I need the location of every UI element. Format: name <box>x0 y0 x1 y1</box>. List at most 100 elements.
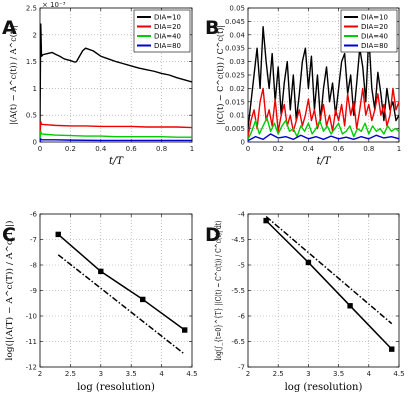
panel-c: 2 2.5 3 3.5 4 4.5 -12 -11 -10 -9 -8 -7 -6 log (resolu… <box>2 211 198 394</box>
y-tick-label: -4 <box>238 211 246 219</box>
panel-letter: A <box>2 17 17 39</box>
series-line-dia20 <box>40 120 192 137</box>
y-tick-label: -10 <box>26 313 37 321</box>
y-tick-label: -6 <box>30 211 38 219</box>
series-group <box>55 231 188 355</box>
x-tick-label: 4 <box>367 370 372 378</box>
y-tick-label: -6 <box>238 313 246 321</box>
x-tick-label: 2.5 <box>273 370 284 378</box>
panel-d: 2 2.5 3 3.5 4 4.5 -7 -6.5 -6 -5.5 -5 -4.5 -4 log (res… <box>205 211 405 394</box>
y-tick-label: 0.05 <box>229 5 245 13</box>
data-point-marker <box>305 259 312 266</box>
x-tick-label: 0.6 <box>126 145 138 153</box>
series-group <box>40 23 192 142</box>
y-tick-label: 0.01 <box>229 112 245 120</box>
legend-label: DIA=20 <box>154 23 181 31</box>
data-point-marker <box>98 268 104 275</box>
y-tick-label: 0.5 <box>26 112 37 120</box>
series-line-1 <box>57 254 186 355</box>
x-tick-label: 4 <box>159 370 164 378</box>
panel-letter: D <box>205 224 221 246</box>
series-line-dia40 <box>248 117 399 140</box>
x-tick-label: 3.5 <box>333 370 344 378</box>
y-tick-label: 0 <box>241 139 245 147</box>
legend-label: DIA=40 <box>154 33 181 41</box>
series-line-dia80 <box>248 133 399 142</box>
x-tick-label: 2.5 <box>65 370 76 378</box>
grid <box>40 214 192 367</box>
legend-label: DIA=80 <box>154 42 181 50</box>
legend-label: DIA=80 <box>361 42 388 50</box>
y-axis-label: log(|(A(T) − A^c(T)) / A^c(T)|) <box>4 221 15 361</box>
x-tick-label: 4.5 <box>393 370 404 378</box>
legend-label: DIA=10 <box>361 14 388 22</box>
series-line-dia10 <box>40 23 192 126</box>
y-tick-label: -5.5 <box>231 287 245 295</box>
y-tick-label: -5 <box>238 262 245 270</box>
series-group <box>248 26 399 142</box>
data-point-marker <box>347 303 353 309</box>
x-axis-label: log (resolution) <box>285 382 363 393</box>
series-group <box>263 215 395 352</box>
legend-label: DIA=10 <box>154 14 181 22</box>
y-tick-label: 0.04 <box>229 31 245 39</box>
y-tick-label: -6.5 <box>231 338 245 346</box>
data-point-marker <box>55 231 61 238</box>
x-tick-label: 3 <box>306 370 310 378</box>
x-axis-label: log (resolution) <box>77 382 155 393</box>
y-axis-label: |(A(t) − A^c(t)) / A^c(t)| <box>8 25 19 125</box>
y-tick-label: 2 <box>33 31 37 39</box>
series-line-0 <box>57 233 186 331</box>
y-tick-label: 0.045 <box>225 18 245 26</box>
x-tick-label: 0 <box>246 145 250 153</box>
data-point-marker <box>182 327 188 333</box>
data-point-marker <box>140 296 146 303</box>
y-exponent-label: × 10⁻³ <box>42 1 66 9</box>
x-axis-label: t/T <box>316 156 331 167</box>
y-tick-label: 0.03 <box>229 58 245 66</box>
y-tick-label: 0.015 <box>225 98 245 106</box>
x-tick-label: 3 <box>99 370 103 378</box>
x-tick-label: 0.4 <box>95 145 107 153</box>
x-tick-label: 3.5 <box>126 370 137 378</box>
series-line-0 <box>265 220 393 350</box>
y-tick-label: 0.005 <box>225 125 245 133</box>
y-tick-label: 1 <box>33 85 37 93</box>
data-point-marker <box>263 217 269 224</box>
series-line-dia80 <box>40 138 192 142</box>
x-tick-label: 2 <box>38 370 42 378</box>
x-tick-label: 0.8 <box>156 145 167 153</box>
series-line-dia20 <box>248 87 399 137</box>
series-line-dia10 <box>248 26 399 129</box>
x-tick-label: 0.6 <box>333 145 345 153</box>
y-tick-label: 1.5 <box>26 58 37 66</box>
series-line-1 <box>265 215 393 325</box>
y-tick-label: -7 <box>238 364 245 372</box>
y-tick-label: -4.5 <box>231 236 245 244</box>
y-tick-label: 0.025 <box>225 72 245 80</box>
y-tick-label: -8 <box>30 262 37 270</box>
x-tick-label: 0.2 <box>65 145 76 153</box>
panel-a: 0 0.2 0.4 0.6 0.8 1 0 0.5 1 1.5 2 2.5 × 10⁻³ t/T |(A(t… <box>2 1 194 167</box>
x-tick-label: 0.8 <box>363 145 374 153</box>
y-tick-label: 2.5 <box>26 5 37 13</box>
y-tick-label: -11 <box>26 338 37 346</box>
y-axis-label: |(C(t) − C^c(t)) / C^c(t)| <box>215 25 226 125</box>
panel-letter: B <box>205 17 219 39</box>
y-tick-label: -7 <box>30 236 37 244</box>
y-axis-label: log(∫_{t=0}^{T} |(C(t) − C^c(t)) / C^c(t… <box>213 221 224 361</box>
x-tick-label: 0 <box>38 145 42 153</box>
legend-label: DIA=20 <box>361 23 388 31</box>
data-point-marker <box>389 346 395 352</box>
y-tick-label: 0.02 <box>229 85 245 93</box>
x-tick-label: 1 <box>190 145 194 153</box>
y-tick-label: -9 <box>30 287 37 295</box>
panel-b: 0 0.2 0.4 0.6 0.8 1 0 0.005 0.01 0.015 0.02 0.025 0.… <box>205 5 401 168</box>
series-line-dia40 <box>40 130 192 140</box>
legend-label: DIA=40 <box>361 33 388 41</box>
x-tick-label: 1 <box>397 145 401 153</box>
panel-letter: C <box>2 224 16 246</box>
